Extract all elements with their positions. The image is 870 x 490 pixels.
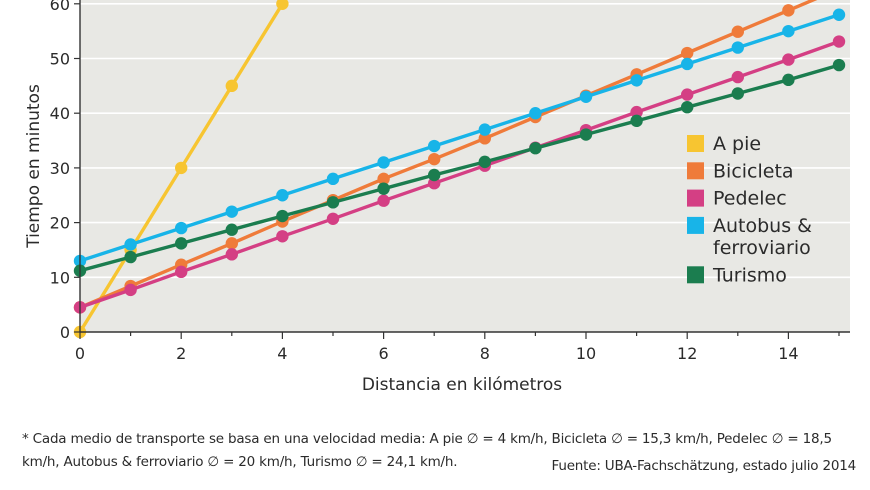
footnote: * Cada medio de transporte se basa en un… — [22, 431, 832, 470]
point-turismo-10 — [579, 128, 593, 141]
point-pedelec-2 — [175, 265, 188, 279]
series-line-bicicleta — [79, 0, 818, 309]
y-tick-label-50: 50 — [50, 50, 70, 69]
series-turismo — [73, 58, 846, 277]
series-line-pedelec — [79, 39, 840, 310]
y-axis-title: Tiempo en minutos — [24, 84, 44, 249]
point-autobus-ferroviario-3 — [225, 205, 238, 218]
point-turismo-6 — [377, 182, 390, 195]
point-turismo-8 — [478, 155, 491, 169]
x-tick-label-6: 6 — [379, 344, 389, 363]
point-pedelec-11 — [630, 105, 643, 119]
point-turismo-13 — [731, 87, 744, 100]
y-tick-label-20: 20 — [50, 214, 70, 233]
point-a-pie-3 — [225, 79, 238, 93]
point-pedelec-6 — [377, 194, 390, 207]
legend-swatch-pedelec — [687, 189, 704, 207]
point-turismo-9 — [529, 142, 542, 155]
point-autobus-ferroviario-8 — [478, 123, 491, 136]
point-autobus-ferroviario-14 — [782, 24, 795, 38]
legend-label-bicicleta: Bicicleta — [713, 160, 794, 182]
point-turismo-14 — [782, 73, 795, 87]
legend-swatch-a-pie — [687, 135, 704, 152]
point-bicicleta-14 — [782, 4, 795, 17]
point-pedelec-13 — [731, 70, 744, 84]
series-line-turismo — [79, 63, 840, 273]
series-layer — [73, 0, 846, 339]
point-bicicleta-7 — [428, 152, 441, 166]
point-autobus-ferroviario-7 — [428, 139, 441, 153]
point-a-pie-2 — [175, 161, 188, 175]
y-tick-label-40: 40 — [50, 104, 70, 123]
point-turismo-15 — [832, 58, 846, 72]
point-autobus-ferroviario-1 — [124, 238, 137, 251]
point-turismo-5 — [326, 196, 340, 209]
x-tick-label-10: 10 — [576, 344, 596, 363]
series-pedelec — [73, 35, 846, 314]
point-pedelec-14 — [782, 53, 795, 66]
point-autobus-ferroviario-10 — [579, 90, 593, 103]
point-turismo-4 — [276, 209, 289, 223]
point-turismo-11 — [630, 114, 643, 128]
point-autobus-ferroviario-12 — [681, 57, 694, 71]
point-turismo-2 — [175, 237, 188, 250]
x-axis-title: Distancia en kilómetros — [362, 375, 562, 395]
point-autobus-ferroviario-9 — [529, 107, 542, 120]
legend-swatch-turismo — [687, 266, 704, 284]
point-bicicleta-3 — [225, 237, 238, 250]
point-bicicleta-13 — [731, 25, 744, 38]
series-line-autobus-ferroviario — [79, 13, 840, 263]
point-bicicleta-12 — [681, 46, 694, 60]
point-pedelec-5 — [326, 212, 340, 225]
point-pedelec-3 — [225, 248, 238, 261]
point-turismo-12 — [681, 100, 694, 114]
legend-label-turismo: Turismo — [712, 264, 787, 286]
point-a-pie-4 — [276, 0, 289, 10]
point-autobus-ferroviario-11 — [630, 74, 643, 87]
point-autobus-ferroviario-5 — [326, 172, 340, 186]
point-pedelec-1 — [124, 283, 137, 297]
series-autobus-ferroviario — [73, 8, 846, 268]
legend-label-a-pie: A pie — [713, 133, 761, 155]
y-tick-label-30: 30 — [50, 159, 70, 178]
source-note: Fuente: UBA-Fachschätzung, estado julio … — [551, 458, 857, 474]
point-autobus-ferroviario-4 — [276, 189, 289, 202]
point-autobus-ferroviario-6 — [377, 156, 390, 169]
legend-swatch-bicicleta — [687, 162, 704, 180]
y-tick-label-60: 60 — [50, 0, 70, 14]
legend-label-autobus-ferroviario: Autobus & ferroviario — [713, 215, 812, 259]
point-autobus-ferroviario-2 — [175, 221, 188, 235]
x-tick-label-0: 0 — [75, 344, 85, 363]
x-tick-label-8: 8 — [480, 344, 490, 363]
y-tick-label-10: 10 — [50, 268, 70, 287]
legend: A pie Bicicleta Pedelec Autobus & ferroviari… — [687, 133, 812, 286]
point-pedelec-4 — [276, 230, 289, 243]
y-tick-label-0: 0 — [60, 323, 70, 342]
point-pedelec-15 — [832, 35, 846, 48]
axes: 0 10 20 30 40 50 60 0 2 4 6 8 10 12 14 — [50, 0, 850, 363]
x-tick-label-12: 12 — [677, 344, 697, 363]
point-turismo-3 — [225, 223, 238, 236]
point-autobus-ferroviario-13 — [731, 41, 744, 54]
legend-swatch-autobus-ferroviario — [687, 216, 704, 234]
point-bicicleta-8 — [478, 132, 491, 145]
x-tick-label-14: 14 — [778, 344, 798, 363]
point-pedelec-12 — [681, 88, 694, 101]
point-bicicleta-6 — [377, 172, 390, 186]
point-turismo-1 — [124, 250, 137, 264]
point-turismo-7 — [428, 168, 441, 182]
legend-label-pedelec: Pedelec — [713, 188, 787, 210]
x-tick-label-2: 2 — [176, 344, 186, 363]
point-autobus-ferroviario-15 — [832, 8, 846, 21]
x-tick-label-4: 4 — [277, 344, 287, 363]
